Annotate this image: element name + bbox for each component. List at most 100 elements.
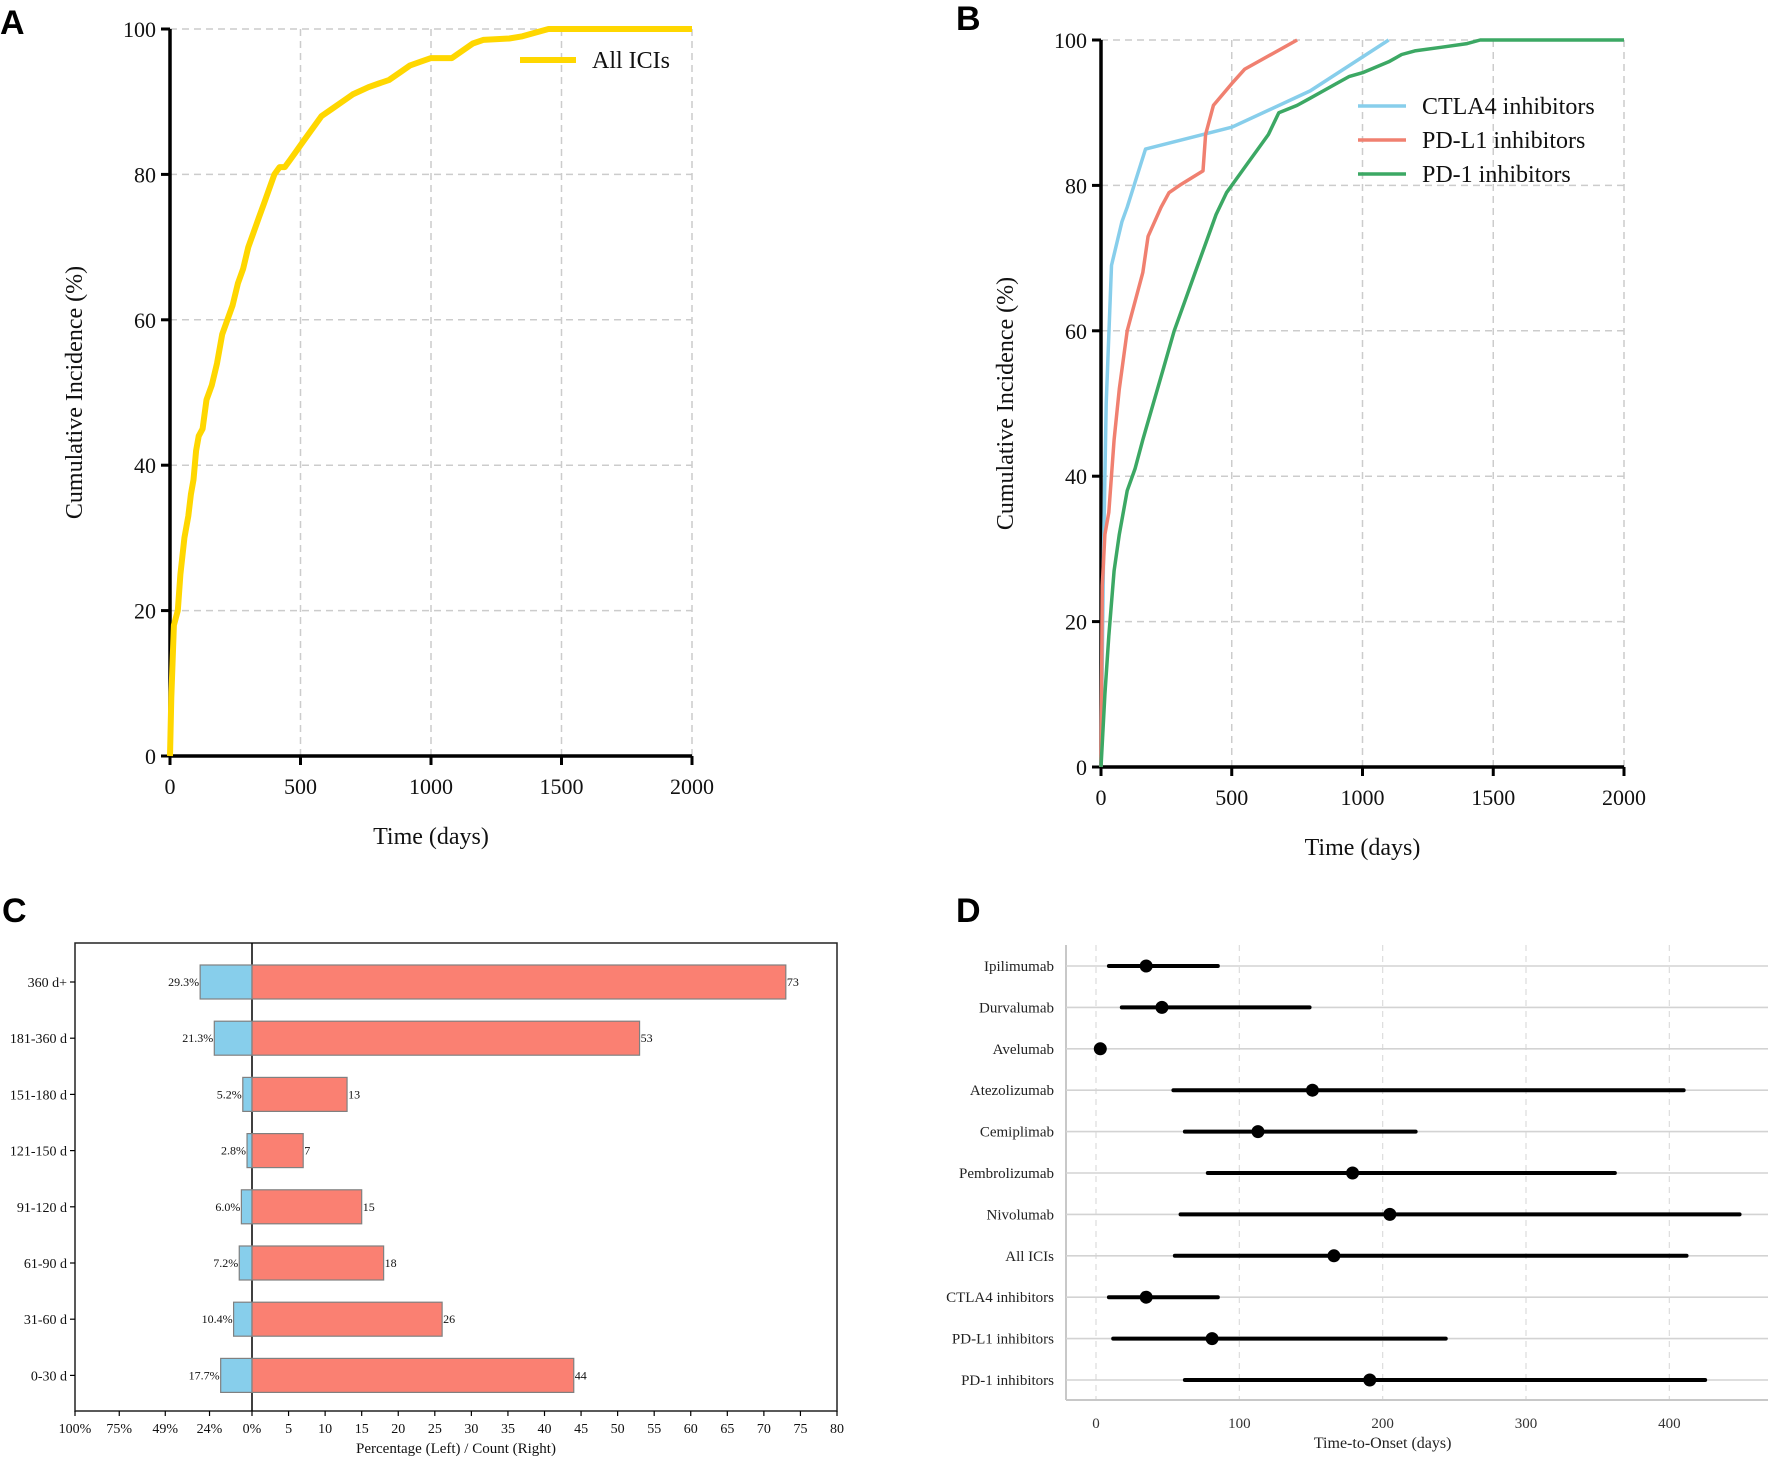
y-tick-label: 60 xyxy=(134,308,156,333)
percentage-label: 29.3% xyxy=(168,975,199,989)
panel-letter-d: D xyxy=(956,892,981,930)
x-tick-label-left: 24% xyxy=(197,1422,223,1437)
y-tick-label: 60 xyxy=(1065,319,1087,344)
percentage-bar xyxy=(199,964,253,1000)
count-bar xyxy=(251,1189,363,1225)
category-label: CTLA4 inhibitors xyxy=(946,1290,1054,1306)
panel-d-marks xyxy=(1093,959,1742,1387)
x-tick-label-right: 35 xyxy=(501,1422,515,1437)
x-tick-label-right: 75 xyxy=(793,1422,807,1437)
x-tick-label: 100 xyxy=(1228,1416,1251,1432)
y-tick-label: 80 xyxy=(1065,173,1087,198)
category-label: PD-1 inhibitors xyxy=(961,1373,1054,1389)
percentage-bar xyxy=(246,1132,253,1169)
panel-d-chart: 0 100 200 300 400 Ipilimumab Durvalumab Aveluma… xyxy=(946,945,1768,1452)
x-tick-label: 200 xyxy=(1371,1416,1394,1432)
panel-d-ticks: 0 100 200 300 400 Ipilimumab Durvalumab Aveluma… xyxy=(946,959,1681,1432)
x-tick-label-right: 55 xyxy=(647,1422,661,1437)
x-tick-label: 1500 xyxy=(1471,785,1515,810)
x-tick-label: 2000 xyxy=(1602,785,1646,810)
y-tick-label: 100 xyxy=(1054,28,1087,53)
panel-c-frame xyxy=(74,942,838,1412)
x-tick-label: 0 xyxy=(1092,1416,1100,1432)
legend-label-pd-l1-inhibitors: PD-L1 inhibitors xyxy=(1422,128,1585,154)
category-label: All ICIs xyxy=(1005,1249,1054,1265)
percentage-label: 21.3% xyxy=(182,1031,213,1045)
y-tick-label: 20 xyxy=(1065,610,1087,635)
median-point-avelumab xyxy=(1093,1042,1107,1056)
count-label: 73 xyxy=(787,975,799,989)
legend-label-pd-1-inhibitors: PD-1 inhibitors xyxy=(1422,162,1571,188)
category-label: PD-L1 inhibitors xyxy=(952,1332,1054,1348)
x-tick-label-right: 70 xyxy=(757,1422,771,1437)
x-tick-label-left: 49% xyxy=(152,1422,178,1437)
percentage-bar xyxy=(242,1076,253,1113)
panel-b-chart: 0 500 1000 1500 2000 0 20 40 60 80 100 Time (days)… xyxy=(993,28,1646,861)
percentage-label: 2.8% xyxy=(221,1144,246,1158)
category-label: Pembrolizumab xyxy=(959,1166,1054,1182)
count-label: 15 xyxy=(363,1200,375,1214)
percentage-label: 5.2% xyxy=(217,1087,242,1101)
category-label: 181-360 d xyxy=(10,1032,67,1047)
category-label: Cemiplimab xyxy=(980,1125,1054,1141)
x-tick-label-right: 50 xyxy=(611,1422,625,1437)
median-point-cemiplimab xyxy=(1251,1125,1265,1139)
series-line-pd-l1-inhibitors xyxy=(1099,38,1298,768)
percentage-bar xyxy=(232,1301,253,1337)
panel-a-chart: 0 500 1000 1500 2000 0 20 40 60 80 100 Time (days)… xyxy=(62,17,714,850)
panel-b-ticks: 0 500 1000 1500 2000 0 20 40 60 80 100 xyxy=(1054,28,1646,810)
count-bar xyxy=(251,1132,304,1169)
count-bar xyxy=(251,1357,575,1394)
category-label: 0-30 d xyxy=(31,1369,67,1384)
y-tick-label: 0 xyxy=(145,744,156,769)
count-bar xyxy=(251,1020,641,1056)
percentage-bar xyxy=(238,1245,253,1281)
median-point-ctla4-inhibitors xyxy=(1139,1290,1153,1304)
panel-a-series xyxy=(167,26,692,757)
panel-letter-b: B xyxy=(956,0,981,38)
y-tick-label: 40 xyxy=(134,453,156,478)
median-point-pd-l1-inhibitors xyxy=(1205,1332,1219,1346)
count-label: 44 xyxy=(575,1368,587,1382)
panel-d-x-axis-label: Time-to-Onset (days) xyxy=(1314,1435,1452,1452)
panel-c-border xyxy=(74,942,838,1412)
panel-a-grid xyxy=(170,28,693,756)
percentage-bar xyxy=(240,1189,253,1225)
x-tick-label-right: 65 xyxy=(720,1422,734,1437)
y-tick-label: 80 xyxy=(134,162,156,187)
panel-c-ticks: 360 d+ 181-360 d 151-180 d 121-150 d 91-120 … xyxy=(10,976,844,1437)
median-point-nivolumab xyxy=(1383,1207,1397,1221)
x-tick-label-right: 15 xyxy=(355,1422,369,1437)
count-label: 13 xyxy=(348,1087,360,1101)
y-tick-label: 40 xyxy=(1065,464,1087,489)
legend-label-all-icis: All ICIs xyxy=(592,48,670,74)
x-tick-label-right: 80 xyxy=(830,1422,844,1437)
x-tick-label-right: 5 xyxy=(285,1422,292,1437)
percentage-bar xyxy=(213,1020,253,1056)
x-tick-label: 1000 xyxy=(409,774,453,799)
x-tick-label-right: 10 xyxy=(318,1422,332,1437)
series-line-pd-1-inhibitors xyxy=(1099,38,1624,768)
panel-a-x-axis-label: Time (days) xyxy=(373,824,489,850)
x-tick-label-right: 20 xyxy=(391,1422,405,1437)
percentage-label: 10.4% xyxy=(202,1312,233,1326)
panel-c-bars: 29.3% 73 21.3% 53 5.2% 13 2.8% 7 6.0% 15 7.2% 18 10.… xyxy=(168,964,799,1394)
x-tick-label-right: 40 xyxy=(538,1422,552,1437)
category-label: 31-60 d xyxy=(24,1313,67,1328)
category-label: 151-180 d xyxy=(10,1088,67,1103)
y-tick-label: 100 xyxy=(123,17,156,42)
panel-c-chart: 29.3% 73 21.3% 53 5.2% 13 2.8% 7 6.0% 15 7.2% 18 10.… xyxy=(10,942,844,1457)
x-tick-label-right: 45 xyxy=(574,1422,588,1437)
category-label: 360 d+ xyxy=(28,976,68,991)
percentage-label: 6.0% xyxy=(215,1200,240,1214)
median-point-pd-1-inhibitors xyxy=(1363,1373,1377,1387)
category-label: 61-90 d xyxy=(24,1257,67,1272)
percentage-label: 17.7% xyxy=(189,1368,220,1382)
x-tick-label-left: 100% xyxy=(59,1422,92,1437)
x-tick-label: 500 xyxy=(1215,785,1248,810)
x-tick-label: 1000 xyxy=(1341,785,1385,810)
series-line-ctla4-inhibitors xyxy=(1099,38,1390,768)
count-label: 18 xyxy=(385,1256,397,1270)
count-label: 26 xyxy=(443,1312,455,1326)
